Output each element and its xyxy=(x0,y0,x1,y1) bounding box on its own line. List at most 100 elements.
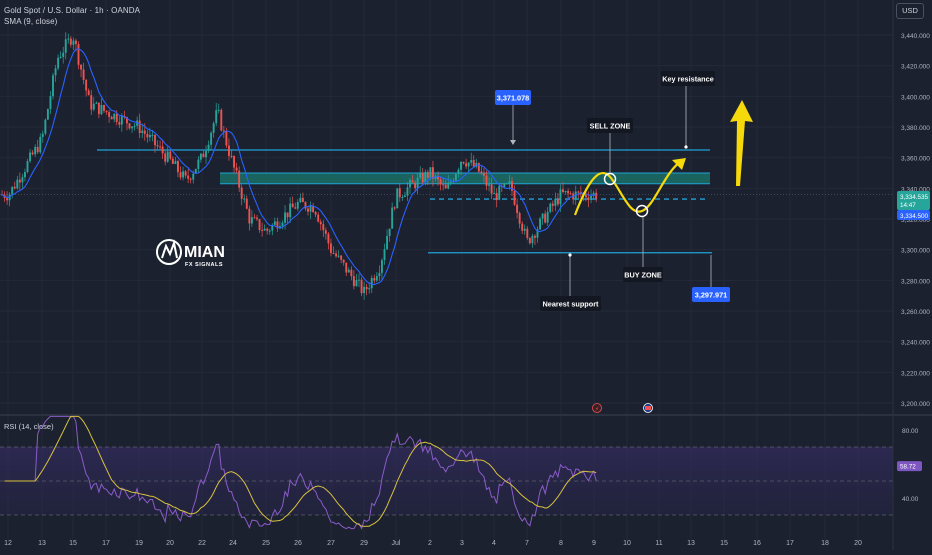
candle-body xyxy=(8,194,11,201)
candle-body xyxy=(146,133,149,138)
candle-body xyxy=(406,187,409,196)
candle-body xyxy=(205,150,207,158)
candle-body xyxy=(256,217,258,220)
candle-body xyxy=(534,235,536,238)
candle-body xyxy=(286,212,289,218)
candle-body xyxy=(128,123,131,129)
candle-body xyxy=(171,158,174,164)
time-tick-label: 26 xyxy=(294,540,302,547)
candle-body xyxy=(34,146,37,155)
candle-body xyxy=(72,40,75,45)
price-tick-label: 3,320.000 xyxy=(901,217,930,224)
candle-body xyxy=(437,175,439,180)
time-tick-label: 7 xyxy=(525,540,529,547)
candle-body xyxy=(26,161,29,173)
candle-body xyxy=(411,180,414,183)
nearest-support-label-box xyxy=(540,296,601,311)
candle-body xyxy=(103,104,105,111)
time-tick-label: 10 xyxy=(623,540,631,547)
candle-body xyxy=(528,237,531,244)
time-tick-label: 3 xyxy=(460,540,464,547)
candle-body xyxy=(18,179,21,183)
candle-body xyxy=(447,182,450,189)
key-resistance-label-box xyxy=(661,71,715,86)
time-tick-label: 16 xyxy=(753,540,761,547)
candle-body xyxy=(480,171,483,174)
candle-body xyxy=(585,193,587,198)
candle-body xyxy=(44,119,47,134)
candle-body xyxy=(97,102,100,115)
candle-body xyxy=(212,123,215,133)
projection-path xyxy=(573,159,684,216)
sma-price-badge xyxy=(897,210,930,220)
candle-body xyxy=(332,252,335,254)
candle-body xyxy=(177,161,179,173)
price-tick-label: 3,200.000 xyxy=(901,401,930,408)
candle-body xyxy=(335,253,337,257)
candle-body xyxy=(126,117,128,124)
candle-body xyxy=(284,212,286,223)
candle-body xyxy=(559,189,562,205)
candle-body xyxy=(470,160,473,163)
countdown-text: 14:47 xyxy=(900,202,916,209)
candle-body xyxy=(250,217,253,224)
time-tick-label: 22 xyxy=(198,540,206,547)
price-tick-label: 3,400.000 xyxy=(901,94,930,101)
candle-body xyxy=(120,115,123,125)
rsi-line xyxy=(4,415,597,530)
candle-body xyxy=(141,130,144,134)
candle-body xyxy=(549,203,552,212)
candle-body xyxy=(513,190,516,205)
time-tick-label: 20 xyxy=(166,540,174,547)
sma-price-text: 3,334.500 xyxy=(900,213,929,220)
projection: Key resistance SELL ZONE BUY ZONE Nearest s… xyxy=(156,71,753,413)
candle-body xyxy=(24,172,26,178)
candle-body xyxy=(350,269,353,277)
candle-body xyxy=(544,213,547,223)
candle-body xyxy=(317,214,320,222)
candle-body xyxy=(52,75,54,97)
candle-body xyxy=(57,57,60,69)
candle-body xyxy=(424,172,427,183)
time-axis: 12 13 15 17 19 20 22 24 25 26 27 29 Jul 2 3 4 7 8 9 10 11 13 1… xyxy=(4,540,862,547)
time-tick-label: 9 xyxy=(592,540,596,547)
candle-body xyxy=(202,153,205,158)
currency-button[interactable]: USD xyxy=(896,3,924,19)
time-tick-label: 4 xyxy=(492,540,496,547)
candle-body xyxy=(526,228,529,238)
candle-body xyxy=(319,221,322,225)
candle-body xyxy=(541,213,544,219)
time-tick-label: 17 xyxy=(102,540,110,547)
price-tick-label: 3,440.000 xyxy=(901,33,930,40)
buy-zone-marker xyxy=(635,204,649,218)
candle-body xyxy=(105,110,108,113)
key-resistance-dot xyxy=(684,145,688,149)
candle-body xyxy=(554,198,557,206)
candle-body xyxy=(426,172,429,178)
candle-body xyxy=(465,163,468,167)
candle-body xyxy=(82,69,85,80)
candle-body xyxy=(228,145,230,157)
candle-body xyxy=(62,52,65,57)
candle-body xyxy=(409,180,411,188)
time-tick-label: 11 xyxy=(655,540,662,547)
rsi-tick-label: 80.00 xyxy=(902,428,919,435)
time-tick-label: 25 xyxy=(262,540,270,547)
time-tick-label: 15 xyxy=(720,540,728,547)
candle-body xyxy=(449,181,452,183)
candle-body xyxy=(266,228,269,231)
rsi-ma-line xyxy=(4,415,597,527)
rsi-value-badge xyxy=(897,461,922,472)
candle-body xyxy=(393,207,396,209)
candle-body xyxy=(39,136,42,153)
candle-body xyxy=(271,224,274,231)
candle-body xyxy=(495,193,498,200)
candle-body xyxy=(289,203,292,218)
candle-body xyxy=(595,192,598,199)
candle-body xyxy=(118,122,121,125)
candle-body xyxy=(69,38,72,45)
candle-body xyxy=(488,184,490,186)
candle-body xyxy=(182,171,184,178)
